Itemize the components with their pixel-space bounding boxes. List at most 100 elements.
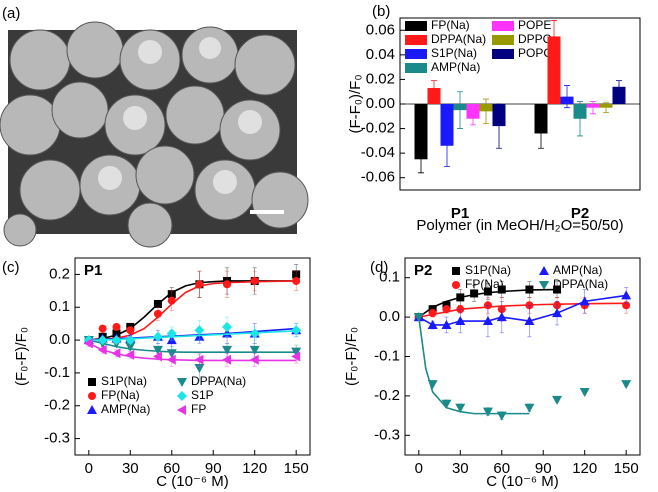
marker [456, 293, 465, 302]
marker [291, 351, 301, 362]
x-tick-label: 60 [493, 460, 510, 477]
marker [97, 344, 107, 355]
error-bar [616, 80, 622, 94]
legend-swatch [405, 21, 427, 31]
y-tick-label: -0.3 [44, 430, 70, 447]
marker [441, 399, 452, 409]
marker [152, 345, 163, 355]
marker [195, 280, 204, 289]
marker [249, 345, 260, 355]
x-tick-label: P1 [451, 205, 469, 222]
marker [442, 305, 451, 314]
legend-label: FP(Na) [465, 277, 504, 291]
y-tick-label: -0.3 [374, 426, 400, 443]
error-bar [564, 85, 570, 109]
legend-swatch [405, 63, 427, 73]
marker [222, 345, 233, 355]
y-tick-label: 0.1 [49, 298, 70, 315]
marker [524, 403, 535, 413]
legend-swatch [492, 21, 514, 31]
legend-marker [452, 267, 460, 275]
y-axis-label: (F₀-F)/F₀ [13, 327, 30, 386]
marker [427, 380, 438, 390]
legend-swatch [405, 49, 427, 59]
marker [579, 296, 590, 306]
x-tick-label: 90 [535, 460, 552, 477]
x-tick-label: 0 [85, 460, 93, 477]
marker [292, 276, 301, 285]
legend-label: FP [191, 402, 206, 416]
fit-line [418, 294, 627, 326]
bar [547, 36, 561, 104]
legend-label: AMP(Na) [431, 60, 480, 74]
marker [153, 309, 162, 318]
marker [525, 285, 534, 294]
y-tick-label: 0.0 [49, 331, 70, 348]
legend-label: DPPA(Na) [191, 374, 246, 388]
marker [483, 287, 492, 296]
error-bar [457, 91, 463, 129]
y-tick-label: 0.2 [49, 265, 70, 282]
error-bar [551, 20, 557, 53]
marker [427, 319, 438, 329]
marker [126, 326, 135, 335]
y-tick-label: -0.04 [361, 144, 395, 161]
marker [524, 316, 535, 326]
panel-label: (c) [2, 259, 20, 276]
marker [111, 335, 122, 346]
marker [125, 335, 136, 346]
marker [125, 342, 136, 352]
legend-swatch [405, 35, 427, 45]
y-tick-label: -0.06 [361, 169, 395, 186]
error-bar [444, 124, 450, 168]
marker [496, 411, 507, 421]
marker [470, 289, 479, 298]
error-bar [538, 118, 544, 149]
error-bar [483, 98, 489, 125]
legend-marker [87, 405, 97, 414]
marker [249, 354, 259, 365]
legend-swatch [492, 49, 514, 59]
y-tick-label: -0.1 [374, 347, 400, 364]
marker [482, 407, 493, 417]
marker [413, 313, 424, 323]
legend-label: FP(Na) [431, 18, 470, 32]
x-tick-label: 30 [452, 460, 469, 477]
marker [249, 328, 260, 339]
marker [552, 308, 563, 318]
y-tick-label: -0.2 [44, 397, 70, 414]
legend-label: S1P(Na) [465, 263, 511, 277]
legend-marker [177, 391, 187, 401]
legend-label: POPE [518, 18, 551, 32]
marker [455, 403, 466, 413]
error-bar [590, 101, 596, 115]
marker [167, 296, 176, 305]
y-tick-label: 0.1 [379, 269, 400, 286]
x-axis-label: C (10⁻⁶ M) [486, 473, 558, 490]
marker [153, 299, 162, 308]
error-bar [470, 112, 476, 126]
marker [482, 316, 493, 326]
marker [428, 309, 437, 318]
legend-label: S1P [191, 388, 214, 402]
fit-line [418, 302, 627, 318]
marker [97, 335, 108, 346]
y-tick-label: 0.04 [366, 46, 395, 63]
legend-marker [177, 405, 186, 415]
marker [98, 324, 107, 333]
marker [111, 348, 121, 359]
x-tick-label: 30 [122, 460, 139, 477]
legend-label: DPPC [518, 32, 552, 46]
marker [166, 354, 176, 365]
x-tick-label: 90 [205, 460, 222, 477]
legend-marker [452, 281, 460, 289]
y-tick-label: -0.02 [361, 120, 395, 137]
y-tick-label: 0.06 [366, 21, 395, 38]
x-tick-label: 0 [415, 460, 423, 477]
legend-swatch [492, 35, 514, 45]
error-bar [603, 102, 609, 113]
y-tick-label: 0.00 [366, 95, 395, 112]
marker [166, 328, 177, 339]
y-tick-label: 0.0 [379, 308, 400, 325]
